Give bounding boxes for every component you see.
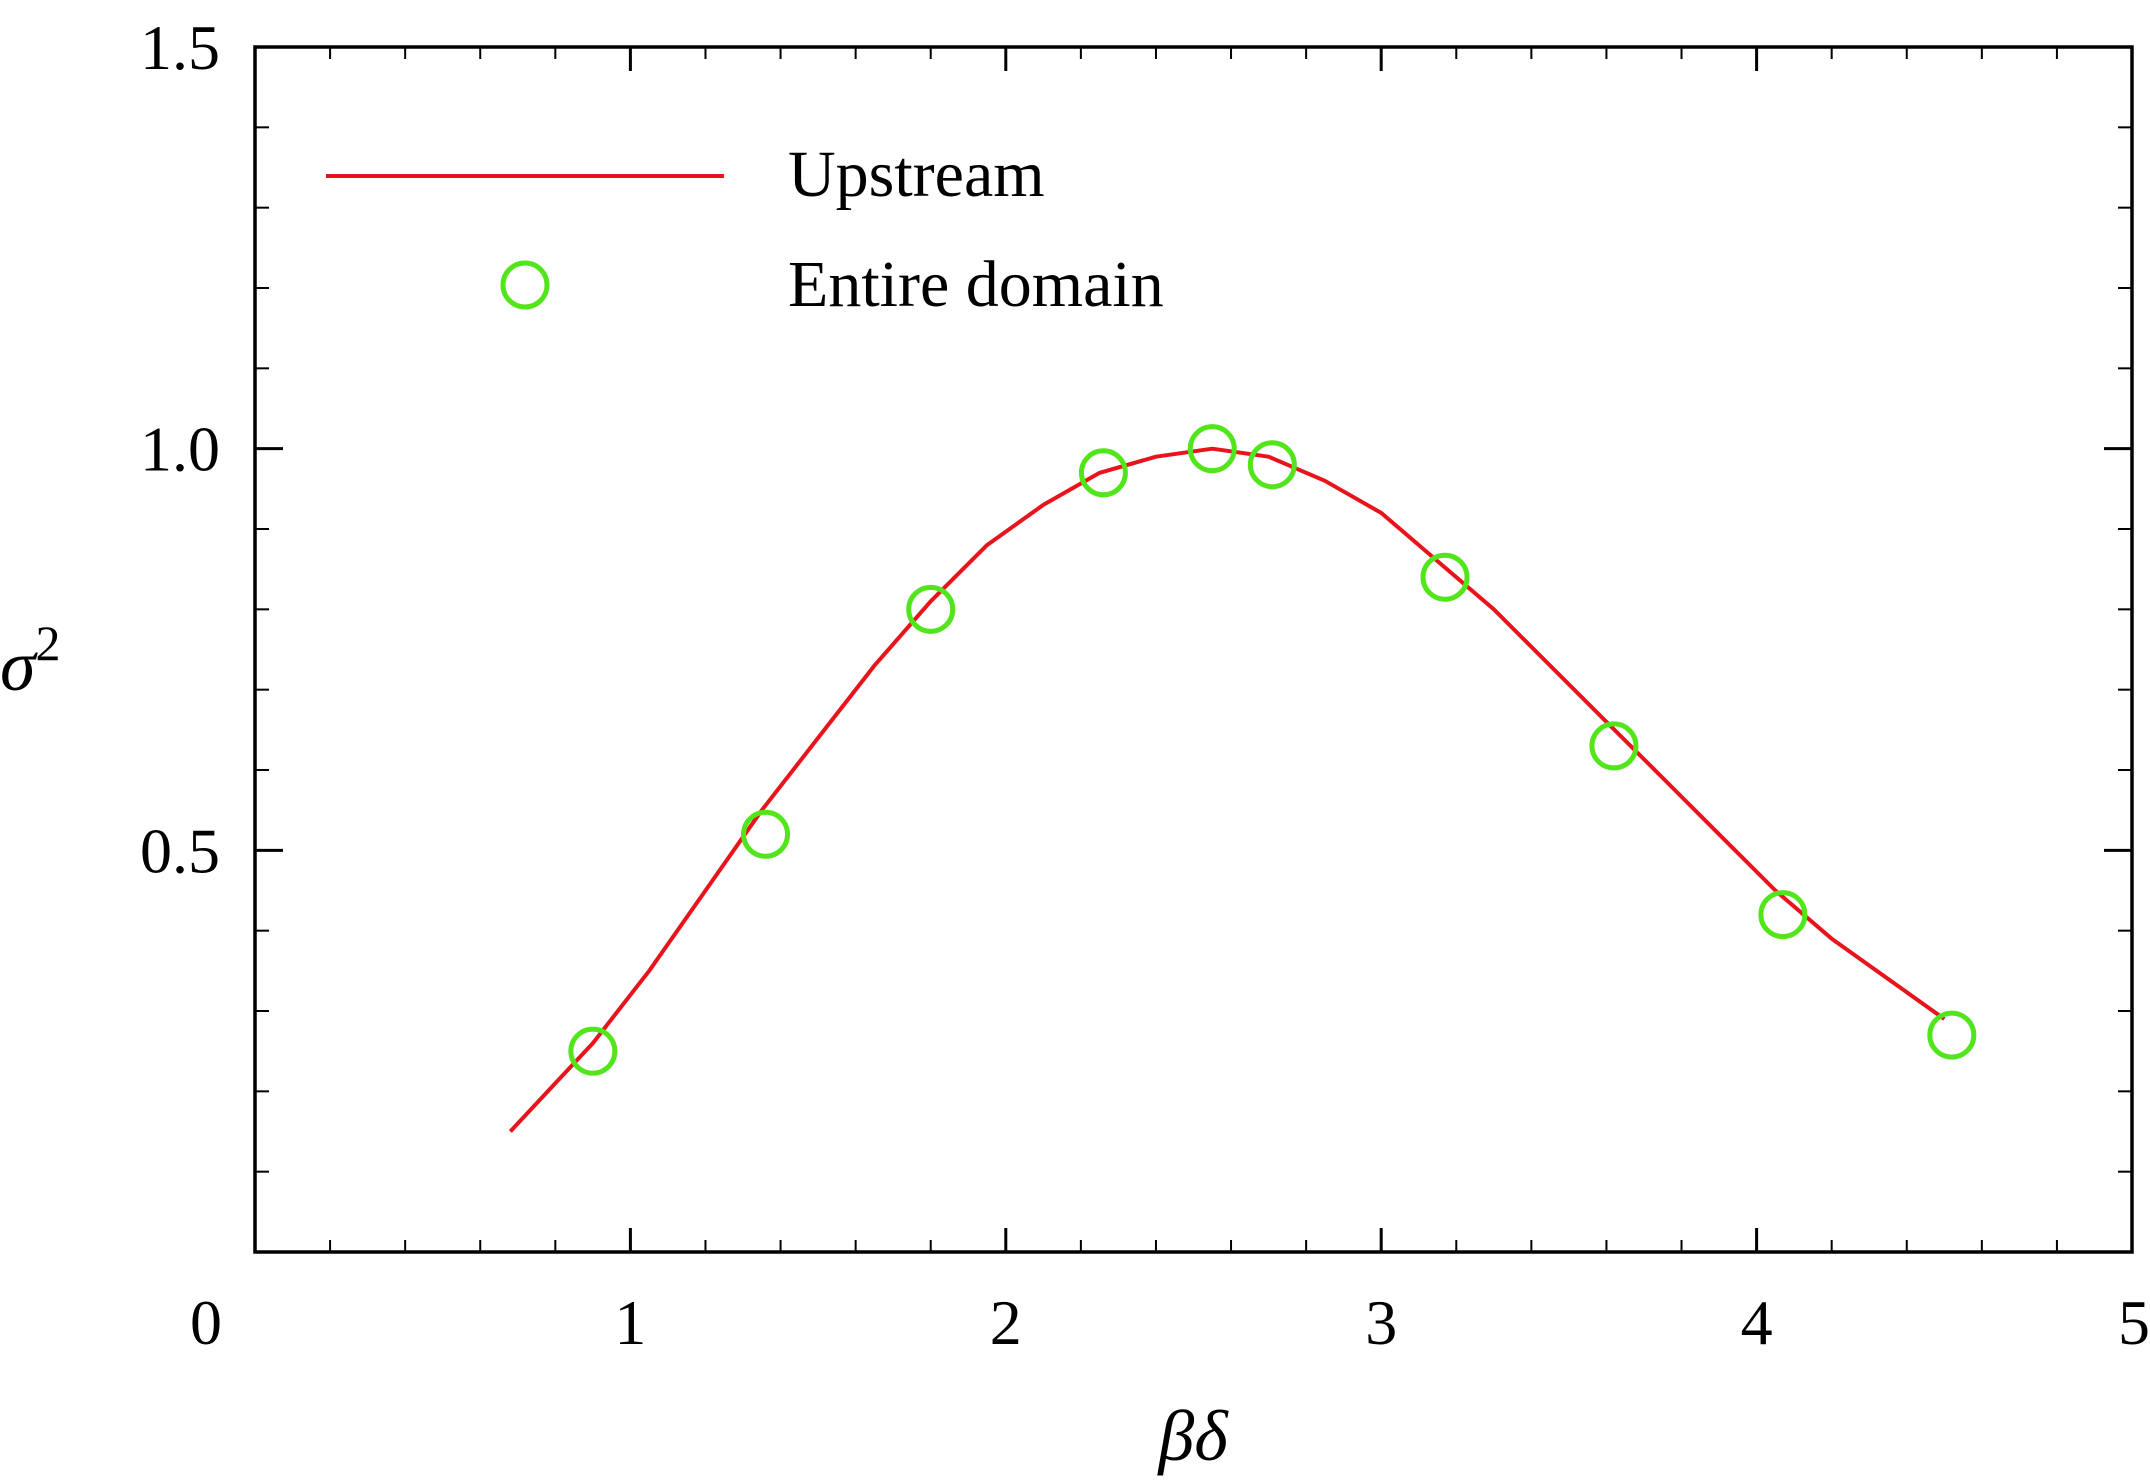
entire-domain-marker: [1758, 890, 1808, 940]
entire-domain-marker: [1927, 1010, 1977, 1060]
y-tick-label: 0.5: [140, 815, 220, 886]
x-axis-title: βδ: [1156, 1396, 1229, 1476]
legend: Upstream Entire domain: [326, 138, 1164, 321]
legend-swatch-entire-domain: [500, 260, 550, 310]
x-tick-label: 5: [2118, 1287, 2150, 1358]
entire-domain-marker: [1078, 448, 1128, 498]
entire-domain-marker: [1247, 440, 1297, 490]
x-tick-label: 2: [990, 1287, 1022, 1358]
y-axis-title: σ2: [0, 615, 61, 706]
series-layer: [508, 424, 1977, 1133]
entire-domain-marker: [568, 1026, 618, 1076]
entire-domain-marker: [1187, 424, 1237, 474]
axis-tick-labels: 0 1 2 3 4 5 0.5 1.0 1.5: [140, 12, 2150, 1358]
x-tick-label: 0: [190, 1287, 222, 1358]
y-tick-label: 1.0: [140, 414, 220, 485]
y-axis-title-superscript: 2: [36, 615, 61, 671]
entire-domain-marker: [906, 584, 956, 634]
plot-frame: [253, 45, 2134, 1254]
entire-domain-marker: [1589, 721, 1639, 771]
legend-label-entire-domain: Entire domain: [788, 248, 1164, 321]
entire-domain-marker: [1420, 552, 1470, 602]
axis-ticks: [253, 45, 2134, 1252]
x-tick-label: 1: [614, 1287, 646, 1358]
x-tick-label: 4: [1741, 1287, 1773, 1358]
upstream-line: [508, 446, 1946, 1133]
y-tick-label: 1.5: [140, 12, 220, 83]
y-axis-title-symbol: σ: [0, 626, 38, 706]
entire-domain-marker: [741, 809, 791, 859]
x-tick-label: 3: [1365, 1287, 1397, 1358]
legend-label-upstream: Upstream: [788, 138, 1045, 211]
